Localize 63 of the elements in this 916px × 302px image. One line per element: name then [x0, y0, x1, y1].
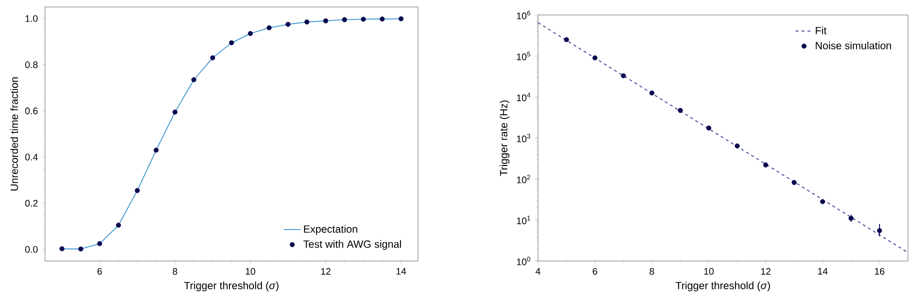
point [97, 241, 102, 246]
point [286, 22, 291, 27]
point [266, 25, 272, 30]
y-tick-label: 10$^{0}$ [517, 256, 530, 266]
point [763, 162, 768, 168]
point [78, 246, 84, 252]
point [877, 228, 882, 234]
x-tick-label: 12 [321, 268, 330, 275]
x-axis-title: Trigger threshold (σ) [676, 282, 770, 292]
point [360, 16, 366, 22]
y-tick-label: 10$^{3}$ [517, 134, 530, 142]
legend-label: Test with AWG signal [303, 240, 401, 250]
y-tick-label: 0.2 [25, 200, 38, 207]
point [116, 222, 121, 228]
point [620, 73, 626, 78]
y-tick-label: 1.0 [26, 15, 38, 22]
x-tick-label: 8 [172, 268, 178, 275]
x-tick-label: 16 [875, 268, 884, 275]
y-tick-label: 0.0 [25, 246, 38, 253]
point [210, 55, 216, 60]
point [323, 18, 328, 24]
point [191, 77, 196, 82]
y-tick-label: 10$^{6}$ [517, 10, 530, 20]
point [342, 17, 348, 22]
y-tick-label: 0.8 [25, 61, 38, 68]
y-tick-label: 0.4 [25, 154, 38, 160]
x-tick-label: 14 [818, 268, 828, 275]
point [706, 126, 712, 131]
point [592, 55, 598, 60]
point [154, 148, 159, 153]
y-axis-title: Unrecorded time fraction [10, 77, 18, 190]
point [172, 110, 178, 115]
x-tick-label: 6 [97, 268, 102, 275]
y-tick-label: 10$^{5}$ [517, 52, 530, 60]
point [304, 20, 310, 24]
y-tick-label: 10$^{1}$ [517, 216, 530, 224]
point [734, 143, 740, 148]
point [820, 199, 826, 204]
x-axis-title: Trigger threshold (σ) [184, 282, 278, 292]
x-tick-label: 8 [650, 268, 654, 275]
x-tick-label: 12 [761, 268, 770, 275]
y-tick-label: 0.6 [25, 108, 38, 114]
point [792, 180, 797, 186]
point [229, 40, 234, 46]
point [564, 37, 569, 42]
point [248, 31, 253, 36]
x-tick-label: 6 [592, 268, 598, 275]
point [59, 246, 64, 252]
x-tick-label: 14 [396, 268, 406, 275]
y-tick-label: 10$^{4}$ [517, 92, 530, 102]
y-axis-title: Trigger rate (Hz) [500, 100, 510, 176]
x-tick-label: 10 [704, 268, 714, 275]
legend-label: Expectation [304, 225, 358, 235]
legend-label: Noise simulation [816, 42, 892, 50]
point [649, 90, 654, 96]
y-tick-label: 10$^{2}$ [517, 174, 530, 184]
point [398, 16, 404, 22]
x-tick-label: 10 [246, 268, 256, 275]
x-tick-label: 4 [536, 268, 540, 275]
point [134, 188, 140, 194]
point [380, 16, 385, 22]
point [678, 108, 683, 113]
legend-label: Fit [816, 26, 827, 34]
